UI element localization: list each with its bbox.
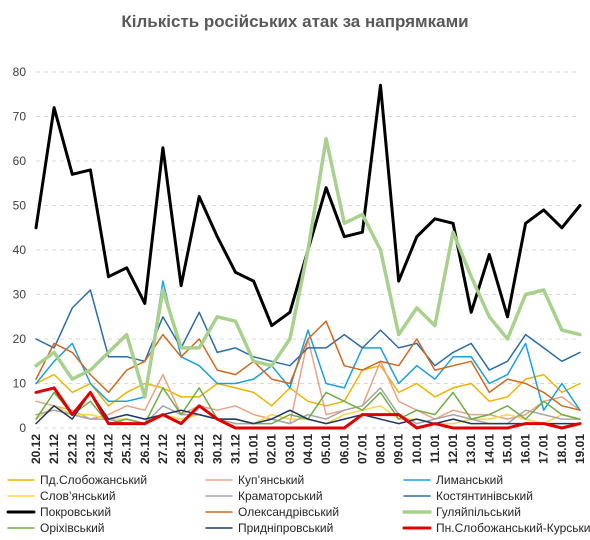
y-axis-ticks: 0 10 20 30 40 50 60 70 80 bbox=[13, 65, 27, 435]
series-10-line bbox=[35, 387, 581, 425]
legend-item: Куп’янський bbox=[205, 473, 304, 487]
x-tick-label: 31.12 bbox=[228, 434, 242, 464]
series-lines bbox=[34, 83, 582, 430]
x-tick-label: 16.01 bbox=[519, 434, 533, 464]
x-tick-label: 02.01 bbox=[265, 434, 279, 464]
legend-item: Пд.Слобожанський bbox=[7, 473, 147, 487]
y-tick-label: 60 bbox=[13, 154, 27, 168]
x-tick-label: 25.12 bbox=[120, 434, 134, 464]
y-tick-label: 10 bbox=[13, 377, 27, 391]
legend-label: Пн.Слобожанський-Курський bbox=[436, 521, 590, 535]
legend-label: Куп’янський bbox=[238, 473, 304, 487]
legend-label: Придніпровський bbox=[238, 521, 333, 535]
x-tick-label: 15.01 bbox=[500, 434, 514, 464]
legend: Пд.Слобожанський Куп’янський Лиманський Сло… bbox=[6, 473, 590, 535]
legend-item: Покровський bbox=[6, 505, 111, 519]
x-tick-label: 22.12 bbox=[65, 434, 79, 464]
x-tick-label: 12.01 bbox=[446, 434, 460, 464]
legend-item: Костянтинівський bbox=[403, 489, 533, 503]
legend-item: Придніпровський bbox=[205, 521, 333, 535]
x-tick-label: 06.01 bbox=[337, 434, 351, 464]
x-tick-label: 29.12 bbox=[192, 434, 206, 464]
legend-item: Гуляйпільський bbox=[402, 505, 521, 519]
x-tick-label: 28.12 bbox=[174, 434, 188, 464]
x-tick-label: 03.01 bbox=[283, 434, 297, 464]
series-6-line bbox=[35, 289, 581, 371]
legend-label: Олександрівський bbox=[238, 505, 339, 519]
x-tick-label: 01.01 bbox=[247, 434, 261, 464]
x-tick-label: 09.01 bbox=[392, 434, 406, 464]
x-tick-label: 04.01 bbox=[301, 434, 315, 464]
y-tick-label: 40 bbox=[13, 243, 27, 257]
y-tick-label: 70 bbox=[13, 110, 27, 124]
series-12-line bbox=[34, 386, 582, 430]
x-tick-label: 08.01 bbox=[374, 434, 388, 464]
legend-item: Пн.Слобожанський-Курський bbox=[402, 521, 590, 535]
x-tick-label: 19.01 bbox=[573, 434, 587, 464]
x-tick-label: 07.01 bbox=[355, 434, 369, 464]
series-1-line bbox=[35, 364, 581, 407]
legend-item: Лиманський bbox=[403, 473, 503, 487]
x-tick-label: 24.12 bbox=[102, 434, 116, 464]
legend-item: Оріхівський bbox=[7, 521, 105, 535]
y-tick-label: 50 bbox=[13, 199, 27, 213]
y-tick-label: 0 bbox=[19, 421, 26, 435]
legend-label: Лиманський bbox=[436, 473, 503, 487]
legend-label: Краматорський bbox=[238, 489, 323, 503]
legend-label: Слов’янський bbox=[40, 489, 116, 503]
legend-label: Пд.Слобожанський bbox=[40, 473, 147, 487]
series-3-line bbox=[35, 280, 581, 411]
y-tick-label: 20 bbox=[13, 332, 27, 346]
x-tick-label: 18.01 bbox=[555, 434, 569, 464]
legend-label: Костянтинівський bbox=[436, 489, 533, 503]
x-tick-label: 13.01 bbox=[464, 434, 478, 464]
legend-item: Слов’янський bbox=[7, 489, 116, 503]
series-8-line bbox=[35, 320, 581, 411]
x-tick-label: 20.12 bbox=[29, 434, 43, 464]
legend-label: Гуляйпільський bbox=[436, 505, 521, 519]
x-tick-label: 10.01 bbox=[410, 434, 424, 464]
y-tick-label: 80 bbox=[13, 65, 27, 79]
x-tick-label: 30.12 bbox=[210, 434, 224, 464]
x-tick-label: 23.12 bbox=[83, 434, 97, 464]
x-tick-label: 26.12 bbox=[138, 434, 152, 464]
x-tick-label: 11.01 bbox=[428, 434, 442, 464]
series-11-line bbox=[35, 391, 581, 425]
y-tick-label: 30 bbox=[13, 288, 27, 302]
x-tick-label: 21.12 bbox=[47, 434, 61, 464]
legend-item: Олександрівський bbox=[205, 505, 339, 519]
x-tick-label: 14.01 bbox=[482, 434, 496, 464]
legend-label: Покровський bbox=[40, 505, 111, 519]
x-axis-ticks: 20.12 21.12 22.12 23.12 24.12 25.12 26.12 27.12… bbox=[29, 434, 587, 464]
legend-label: Оріхівський bbox=[40, 521, 105, 535]
x-tick-label: 17.01 bbox=[537, 434, 551, 464]
chart-title: Кількість російських атак за напрямками bbox=[121, 12, 468, 31]
series-9-line bbox=[34, 137, 582, 399]
x-tick-label: 27.12 bbox=[156, 434, 170, 464]
x-tick-label: 05.01 bbox=[319, 434, 333, 464]
legend-item: Краматорський bbox=[205, 489, 323, 503]
